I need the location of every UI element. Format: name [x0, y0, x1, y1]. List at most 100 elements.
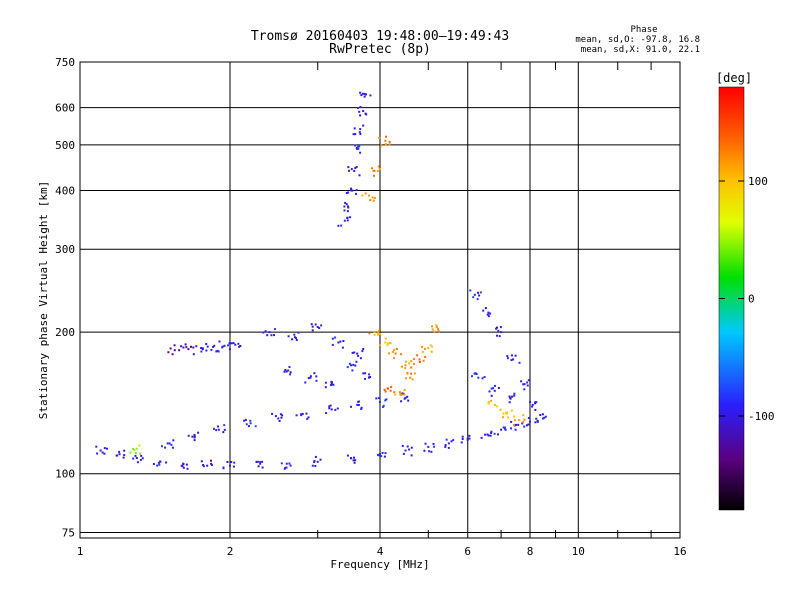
data-point: [490, 399, 493, 402]
data-point: [248, 425, 250, 428]
data-point: [394, 393, 397, 396]
data-point: [499, 326, 502, 329]
data-point: [400, 400, 403, 403]
data-point: [311, 329, 314, 332]
data-point: [432, 442, 435, 445]
data-point: [487, 315, 490, 318]
data-point: [531, 403, 534, 406]
y-tick-label: 100: [55, 468, 75, 481]
data-point: [170, 443, 173, 446]
data-point: [350, 457, 352, 460]
data-point: [255, 460, 258, 463]
x-tick-label: 16: [673, 545, 686, 558]
data-point: [531, 405, 534, 408]
data-point: [359, 133, 362, 135]
data-point: [502, 416, 505, 419]
data-point: [353, 456, 355, 459]
data-point: [351, 369, 354, 372]
data-point: [367, 194, 370, 197]
data-point: [527, 379, 530, 382]
data-point: [357, 400, 360, 403]
data-point: [513, 394, 516, 397]
data-points-layer: [95, 91, 547, 470]
data-point: [369, 94, 372, 97]
data-point: [347, 205, 349, 208]
data-point: [249, 422, 252, 425]
data-point: [511, 395, 514, 398]
data-point: [216, 349, 219, 352]
data-point: [427, 347, 430, 349]
data-point: [523, 425, 526, 428]
data-point: [304, 381, 307, 384]
data-point: [103, 452, 106, 455]
data-point: [328, 407, 331, 410]
data-point: [300, 413, 303, 416]
data-point: [535, 401, 538, 404]
data-point: [364, 377, 366, 380]
data-point: [512, 358, 515, 361]
data-point: [401, 445, 404, 447]
data-point: [408, 448, 411, 451]
data-point: [152, 463, 155, 465]
data-point: [474, 372, 477, 375]
data-point: [359, 128, 362, 131]
data-point: [138, 444, 141, 447]
data-point: [511, 354, 513, 357]
data-point: [478, 294, 481, 297]
data-point: [500, 428, 503, 431]
data-point: [363, 92, 366, 95]
data-point: [359, 106, 362, 108]
data-point: [352, 459, 355, 462]
data-point: [169, 347, 172, 350]
data-point: [171, 446, 174, 449]
data-point: [205, 343, 208, 345]
data-point: [495, 327, 498, 330]
data-point: [315, 379, 318, 382]
data-point: [386, 387, 389, 390]
data-point: [141, 457, 144, 460]
data-point: [359, 151, 362, 154]
data-point: [288, 462, 291, 465]
data-point: [360, 408, 363, 410]
data-point: [307, 416, 310, 419]
data-point: [226, 461, 229, 463]
data-point: [535, 417, 538, 420]
data-point: [355, 166, 358, 168]
data-point: [205, 349, 208, 352]
data-point: [413, 358, 415, 361]
data-point: [384, 452, 387, 455]
data-point: [193, 439, 196, 442]
data-point: [342, 340, 345, 342]
data-point: [406, 395, 409, 398]
data-point: [431, 345, 434, 348]
data-point: [430, 350, 433, 353]
data-point: [307, 377, 310, 380]
data-point: [347, 166, 350, 169]
x-tick-label: 4: [377, 545, 384, 558]
data-point: [522, 414, 525, 417]
data-point: [320, 324, 323, 327]
data-point: [222, 431, 225, 434]
data-point: [502, 412, 505, 415]
data-point: [316, 326, 319, 328]
data-point: [180, 345, 183, 348]
data-point: [334, 408, 337, 411]
data-point: [261, 460, 264, 463]
data-point: [132, 457, 135, 460]
data-point: [490, 430, 493, 433]
data-point: [373, 333, 376, 336]
data-point: [379, 401, 381, 403]
colorbar-tick-label: 100: [748, 175, 768, 188]
data-point: [134, 452, 137, 455]
data-point: [359, 114, 362, 117]
data-point: [356, 403, 359, 406]
data-point: [331, 343, 334, 346]
y-tick-label: 600: [55, 102, 75, 115]
data-point: [404, 449, 407, 452]
data-point: [390, 386, 393, 388]
data-point: [262, 331, 265, 334]
data-point: [212, 345, 215, 348]
data-point: [158, 463, 161, 466]
data-point: [346, 366, 349, 369]
data-point: [118, 453, 121, 456]
